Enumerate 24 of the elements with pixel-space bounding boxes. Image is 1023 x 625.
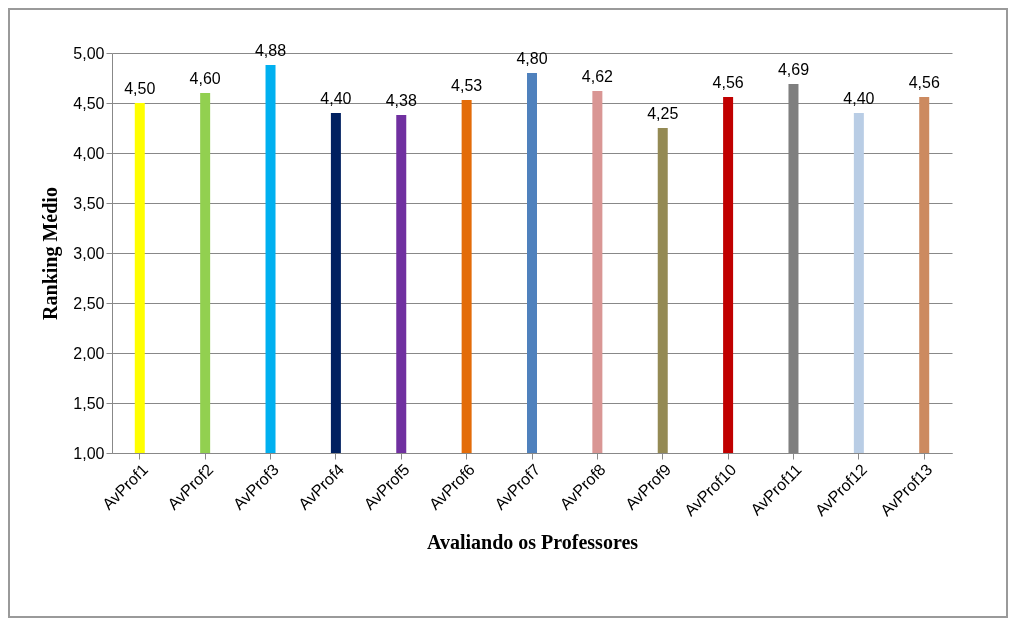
- data-label: 4,69: [777, 61, 810, 78]
- y-tick-label: 4,50: [73, 94, 105, 112]
- y-tick-label: 5,00: [73, 44, 105, 62]
- y-tick-label: 3,00: [73, 244, 105, 262]
- data-label: 4,56: [712, 74, 744, 91]
- y-tick-label: 3,50: [73, 194, 105, 212]
- y-tick-label: 2,50: [73, 294, 105, 312]
- data-label: 4,56: [908, 74, 940, 91]
- data-label: 4,60: [189, 70, 221, 87]
- data-label: 4,88: [254, 42, 287, 59]
- data-label: 4,25: [647, 105, 679, 122]
- y-tick-label: 2,00: [73, 344, 105, 362]
- y-tick-label: 1,00: [73, 444, 105, 462]
- data-label: 4,38: [385, 92, 417, 109]
- data-label: 4,40: [843, 90, 875, 107]
- x-axis-title: Avaliando os Professores: [426, 531, 639, 554]
- data-label: 4,40: [320, 90, 352, 107]
- y-tick-label: 1,50: [73, 394, 105, 412]
- data-label: 4,62: [581, 68, 614, 85]
- data-label: 4,80: [516, 50, 548, 67]
- y-axis-title: Ranking Médio: [39, 187, 63, 320]
- data-label: 4,53: [451, 77, 483, 94]
- data-label: 4,50: [124, 80, 156, 97]
- y-tick-label: 4,00: [73, 144, 105, 162]
